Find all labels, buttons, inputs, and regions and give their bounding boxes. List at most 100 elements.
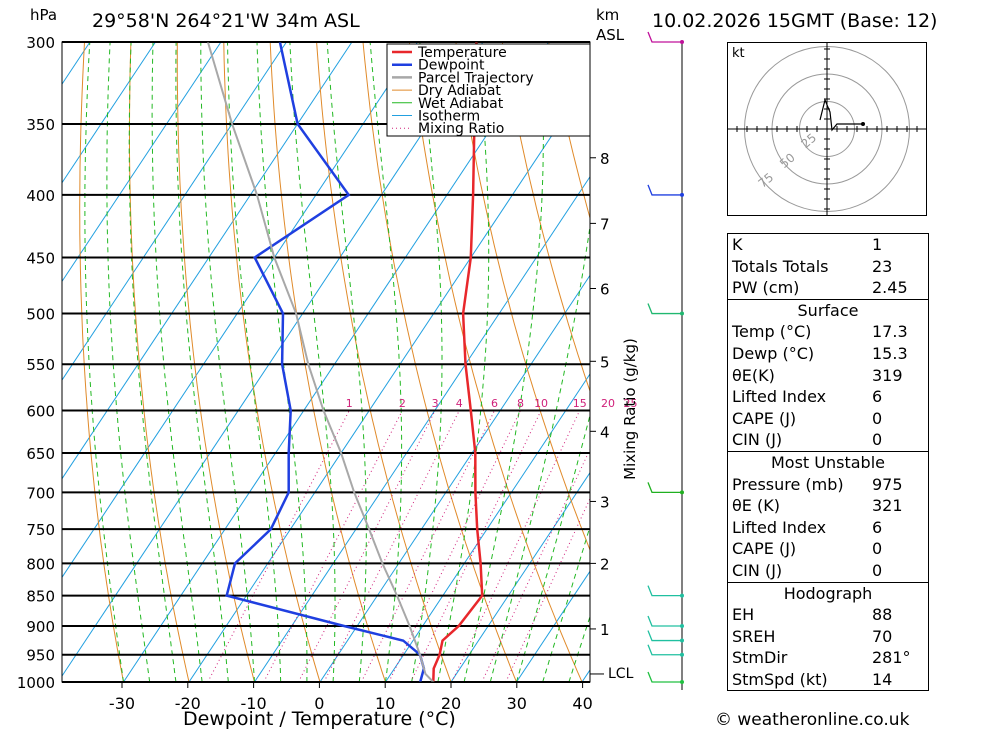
wind-barb <box>647 630 682 642</box>
x-tick-label: -30 <box>109 694 135 713</box>
surface-label: Temp (°C) <box>732 322 812 342</box>
hodograph-trace <box>819 98 863 132</box>
pressure-tick-label: 500 <box>26 306 55 324</box>
km-tick-label: 1 <box>600 621 610 639</box>
mixing-ratio-label: 10 <box>534 397 548 410</box>
wet-adiabat-line <box>227 42 282 682</box>
x-tick-label: 0 <box>314 694 324 713</box>
pressure-tick-label: 350 <box>26 116 55 134</box>
index-value: 23 <box>872 256 893 276</box>
dry-adiabat-line <box>967 42 1000 682</box>
x-tick-label: -10 <box>241 694 267 713</box>
surface-title: Surface <box>797 300 859 320</box>
mixing-ratio-line <box>323 410 460 682</box>
index-value: 2.45 <box>872 278 908 298</box>
km-tick-label: 8 <box>600 150 610 168</box>
legend-label: Mixing Ratio <box>418 121 504 137</box>
most-unstable-row: Lifted Index 6 <box>728 517 928 539</box>
most-unstable-value: 0 <box>872 539 883 559</box>
legend-box <box>386 43 591 137</box>
surface-value: 0 <box>872 408 883 428</box>
index-row: PW (cm) 2.45 <box>728 277 928 299</box>
legend-label: Isotherm <box>418 109 480 125</box>
isotherm-line <box>319 274 590 682</box>
parcel-profile-line <box>206 42 435 682</box>
most-unstable-row: CIN (J) 0 <box>728 560 928 582</box>
wet-adiabat-line <box>437 42 490 682</box>
copyright: © weatheronline.co.uk <box>715 710 910 730</box>
most-unstable-row: CAPE (J) 0 <box>728 538 928 560</box>
dry-adiabat-line <box>176 42 255 682</box>
x-tick-label: 30 <box>507 694 527 713</box>
dry-adiabat-line <box>223 42 321 682</box>
index-row: Totals Totals 23 <box>728 256 928 278</box>
isotherm-line <box>450 471 590 682</box>
most-unstable-label: Pressure (mb) <box>732 474 844 494</box>
legend-label: Temperature <box>417 45 507 61</box>
isotherm-line <box>188 77 590 682</box>
wet-adiabat-line <box>84 42 124 682</box>
mixing-ratio-label: 2 <box>399 397 406 410</box>
most-unstable-label: Lifted Index <box>732 517 827 537</box>
most-unstable-value: 975 <box>872 474 903 494</box>
hodograph-stat-value: 88 <box>872 605 893 625</box>
isotherm-line <box>62 42 484 677</box>
index-value: 1 <box>872 235 883 254</box>
mixing-ratio-label: 25 <box>623 397 637 410</box>
km-tick-label: 7 <box>600 215 610 233</box>
lcl-label: LCL <box>608 666 634 682</box>
legend-label: Wet Adiabat <box>418 96 504 112</box>
dry-adiabat-line <box>79 42 124 682</box>
mixing-ratio-label: 1 <box>346 397 353 410</box>
most-unstable-label: θE (K) <box>732 496 780 516</box>
km-tick-label: 3 <box>600 493 610 511</box>
isotherm-line <box>62 42 418 579</box>
plot-frame <box>61 41 591 683</box>
isotherm-line <box>62 42 287 381</box>
mixing-ratio-label: 3 <box>432 397 439 410</box>
legend-label: Parcel Trajectory <box>418 70 534 86</box>
x-tick-label: 40 <box>572 694 592 713</box>
wet-adiabat-line <box>326 42 367 682</box>
hodograph-stat-value: 14 <box>872 669 893 689</box>
wet-adiabat-line <box>175 42 229 682</box>
pressure-tick-label: 550 <box>26 356 55 374</box>
temperature-profile-line <box>432 42 484 682</box>
hodograph-stat-row: SREH 70 <box>728 626 928 648</box>
mixing-ratio-label: 4 <box>456 397 463 410</box>
wind-barb <box>647 482 682 494</box>
most-unstable-row: θE (K) 321 <box>728 495 928 517</box>
pressure-tick-label: 650 <box>26 445 55 463</box>
wind-barb <box>647 615 682 627</box>
wind-barb <box>647 31 682 43</box>
hodograph-stat-value: 70 <box>872 626 893 646</box>
isotherm-line <box>254 175 590 682</box>
pressure-tick-label: 750 <box>26 521 55 539</box>
mixing-ratio-label: 6 <box>491 397 498 410</box>
isotherm-line <box>385 373 590 682</box>
wet-adiabat-line <box>369 42 403 682</box>
isotherm-line <box>0 42 24 682</box>
wet-adiabat-line <box>128 42 177 682</box>
dry-adiabat-line <box>269 42 386 682</box>
dry-adiabat-line <box>362 42 517 682</box>
km-tick-label: 2 <box>600 555 610 573</box>
pressure-tick-label: 300 <box>26 34 55 52</box>
surface-label: CAPE (J) <box>732 408 797 428</box>
wet-adiabat-line <box>463 42 544 682</box>
hodograph-unit-label: kt <box>732 46 745 61</box>
surface-row: θE(K) 319 <box>728 365 928 387</box>
asl-label: ASL <box>596 26 625 44</box>
wet-adiabat-line <box>200 42 255 682</box>
indices-table: K 1 Totals Totals 23 PW (cm) 2.45 Surface Tem… <box>727 233 929 692</box>
mixing-ratio-label: 15 <box>573 397 587 410</box>
x-tick-label: 10 <box>375 694 395 713</box>
mixing-ratio-line <box>360 410 495 682</box>
hodograph-end-dot <box>861 122 865 126</box>
most-unstable-value: 321 <box>872 496 903 516</box>
wind-barb <box>647 644 682 656</box>
dry-adiabat-line <box>501 42 590 393</box>
surface-value: 6 <box>872 387 883 407</box>
dewpoint-profile-line <box>225 42 426 682</box>
